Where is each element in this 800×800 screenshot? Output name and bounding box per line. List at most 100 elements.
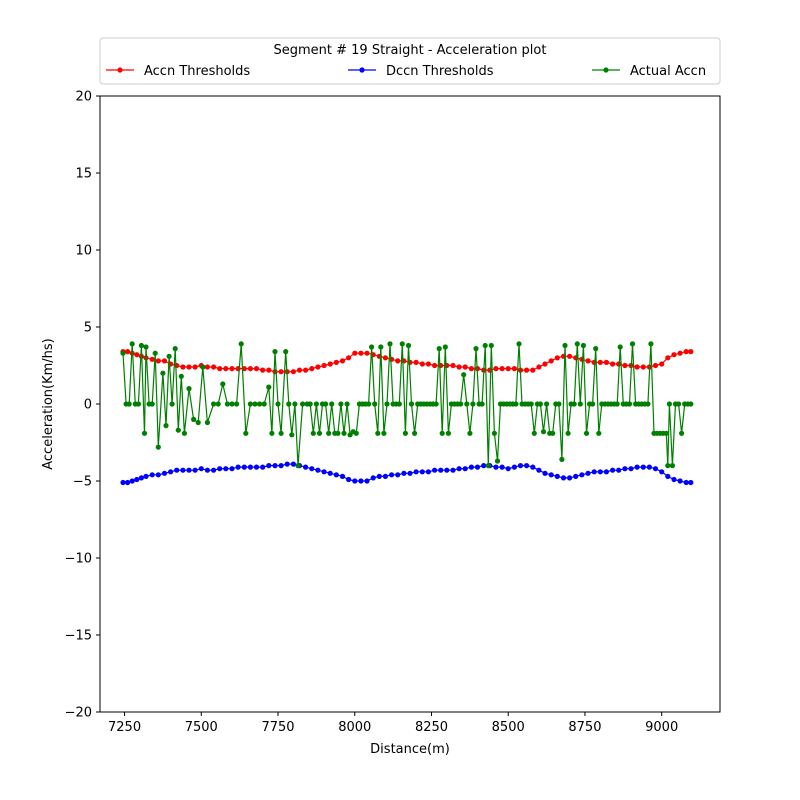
data-point — [120, 479, 126, 486]
data-point — [238, 341, 244, 347]
data-point — [677, 350, 683, 356]
data-point — [565, 430, 571, 436]
data-point — [401, 470, 407, 476]
data-point — [387, 341, 393, 347]
legend-entry: Dccn Thresholds — [348, 64, 494, 79]
data-point — [220, 381, 226, 387]
data-point — [269, 430, 275, 436]
data-point — [125, 479, 131, 486]
data-point — [597, 469, 603, 475]
data-point — [358, 478, 364, 484]
data-point — [542, 470, 548, 476]
data-point — [511, 464, 517, 470]
data-point — [370, 475, 376, 481]
data-point — [169, 401, 175, 407]
data-point — [603, 469, 610, 475]
x-axis-ticks: 7250 7500 7750 8000 8250 8500 8750 9000 — [108, 712, 678, 735]
data-point — [567, 475, 573, 481]
data-point — [143, 344, 149, 350]
data-point — [610, 467, 616, 473]
data-point — [375, 430, 381, 436]
data-point — [505, 366, 511, 372]
data-point — [464, 401, 470, 407]
x-axis-label: Distance(m) — [370, 742, 450, 757]
data-point — [134, 352, 140, 358]
data-point — [333, 472, 339, 478]
data-point — [253, 464, 260, 470]
x-tick-label: 9000 — [645, 720, 678, 735]
y-tick-label: 20 — [75, 90, 92, 105]
data-point — [382, 473, 388, 479]
series-dccn-thresholds — [120, 461, 694, 486]
data-point — [473, 346, 479, 352]
data-point — [683, 349, 689, 355]
data-point — [679, 430, 685, 436]
data-point — [247, 366, 253, 372]
data-point — [395, 358, 401, 364]
legend-label: Accn Thresholds — [144, 64, 250, 79]
data-point — [217, 366, 223, 372]
data-point — [499, 464, 505, 470]
y-tick-label: 15 — [75, 167, 92, 182]
data-point — [461, 372, 467, 378]
data-point — [364, 350, 370, 356]
data-point — [530, 367, 536, 373]
data-point — [275, 401, 281, 407]
data-point — [266, 463, 272, 469]
data-point — [141, 430, 148, 436]
data-point — [537, 401, 544, 407]
data-point — [671, 352, 677, 358]
data-point — [344, 401, 350, 407]
data-point — [211, 467, 217, 473]
data-point — [204, 467, 210, 473]
data-point — [665, 463, 671, 469]
data-point — [577, 401, 583, 407]
data-point — [438, 467, 444, 473]
data-point — [333, 359, 339, 365]
data-point — [659, 361, 665, 367]
data-point — [389, 472, 395, 478]
data-point — [494, 458, 501, 464]
data-point — [554, 355, 560, 361]
data-point — [585, 470, 591, 476]
data-point — [485, 463, 491, 469]
data-point — [161, 470, 168, 476]
data-point — [211, 364, 217, 370]
x-tick-label: 7500 — [185, 720, 218, 735]
data-point — [120, 350, 126, 356]
data-point — [524, 367, 530, 373]
data-point — [382, 355, 388, 361]
data-point — [307, 401, 313, 407]
data-point — [665, 355, 671, 361]
data-point — [573, 473, 579, 479]
data-point — [135, 401, 141, 407]
data-point — [289, 432, 295, 438]
legend-marker — [359, 67, 365, 73]
data-point — [378, 344, 384, 350]
data-point — [610, 361, 616, 367]
data-point — [445, 430, 451, 436]
data-point — [530, 464, 536, 470]
data-point — [234, 401, 240, 407]
data-point — [648, 341, 654, 347]
x-tick-label: 8750 — [568, 720, 601, 735]
plot-series — [120, 341, 694, 486]
y-axis-label: Acceleration(Km/hs) — [41, 338, 56, 470]
data-point — [323, 401, 329, 407]
data-point — [516, 341, 522, 347]
data-point — [491, 430, 497, 436]
data-point — [335, 430, 341, 436]
data-point — [408, 401, 415, 407]
data-point — [211, 401, 217, 407]
data-point — [384, 401, 390, 407]
data-point — [536, 467, 542, 473]
data-point — [126, 401, 132, 407]
data-point — [683, 479, 689, 486]
data-point — [513, 401, 519, 407]
data-point — [531, 430, 537, 436]
data-point — [358, 350, 364, 356]
data-point — [125, 349, 131, 355]
data-point — [677, 478, 683, 484]
data-point — [284, 461, 290, 467]
data-point — [352, 350, 358, 356]
